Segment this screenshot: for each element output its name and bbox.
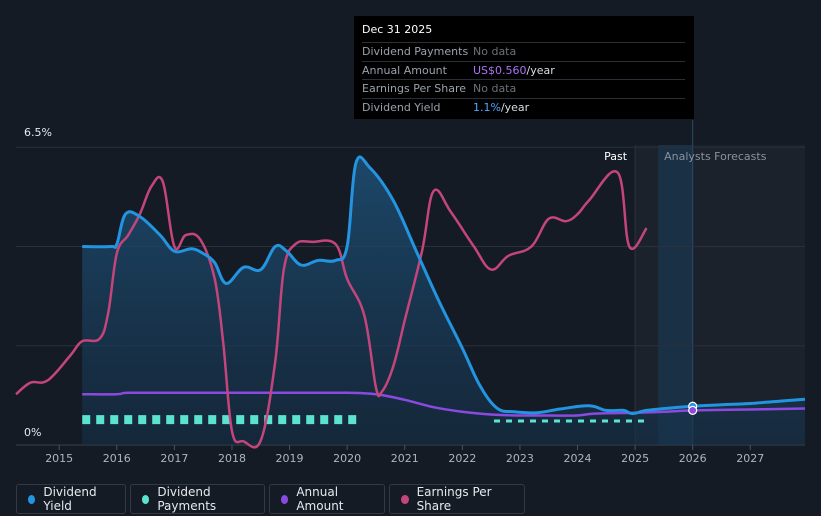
tooltip-label: Dividend Yield bbox=[362, 100, 441, 114]
highlight-region bbox=[658, 145, 693, 445]
tooltip-row-dividend-yield: Dividend Yield 1.1%/year bbox=[362, 97, 685, 117]
y-min-label: 0% bbox=[24, 426, 41, 439]
x-tick-label: 2025 bbox=[621, 452, 649, 465]
y-max-label: 6.5% bbox=[24, 126, 52, 139]
legend-label: Annual Amount bbox=[296, 485, 344, 513]
annual-amount-dot-icon bbox=[281, 494, 289, 504]
dividend-payments-dot-icon bbox=[142, 494, 150, 504]
annual-amount-line bbox=[82, 391, 806, 417]
tooltip-unit: /year bbox=[500, 100, 530, 114]
tooltip: Dec 31 2025 Dividend Payments No data An… bbox=[354, 16, 694, 119]
tooltip-label: Annual Amount bbox=[362, 63, 447, 77]
x-tick-label: 2016 bbox=[103, 452, 131, 465]
legend-dividend-payments[interactable]: Dividend Payments bbox=[130, 484, 265, 514]
dividend-yield-dot-icon bbox=[28, 494, 36, 504]
x-tick-label: 2018 bbox=[218, 452, 246, 465]
earnings-per-share-dot-icon bbox=[401, 494, 409, 504]
legend-label: Dividend Yield bbox=[43, 485, 97, 513]
tooltip-label: Dividend Payments bbox=[362, 45, 469, 58]
x-tick-label: 2017 bbox=[160, 452, 188, 465]
tooltip-value: US$0.560 bbox=[473, 63, 527, 77]
x-tick-label: 2027 bbox=[736, 452, 764, 465]
x-tick-label: 2022 bbox=[448, 452, 476, 465]
tooltip-label: Earnings Per Share bbox=[362, 82, 467, 95]
x-tick-label: 2015 bbox=[45, 452, 73, 465]
legend-earnings-per-share[interactable]: Earnings Per Share bbox=[389, 484, 525, 514]
tooltip-row-annual-amount: Annual Amount US$0.560/year bbox=[362, 60, 685, 80]
x-tick-label: 2020 bbox=[333, 452, 361, 465]
tooltip-value: 1.1% bbox=[473, 100, 501, 114]
past-label: Past bbox=[604, 150, 628, 163]
annual-amount-marker bbox=[688, 405, 698, 415]
legend-label: Dividend Payments bbox=[157, 485, 217, 513]
tooltip-value: No data bbox=[473, 82, 517, 95]
legend-annual-amount[interactable]: Annual Amount bbox=[269, 484, 385, 514]
legend: Dividend Yield Dividend Payments Annual … bbox=[16, 484, 525, 514]
dividend-yield-line bbox=[82, 155, 806, 416]
x-tick-label: 2026 bbox=[679, 452, 707, 465]
x-tick-label: 2023 bbox=[506, 452, 534, 465]
x-tick-label: 2024 bbox=[564, 452, 592, 465]
tooltip-date: Dec 31 2025 bbox=[362, 23, 433, 36]
tooltip-row-dividend-payments: Dividend Payments No data bbox=[362, 42, 685, 61]
forecast-label: Analysts Forecasts bbox=[664, 150, 767, 163]
tooltip-row-earnings-per-share: Earnings Per Share No data bbox=[362, 79, 685, 98]
earnings-per-share-line bbox=[15, 169, 648, 449]
dividend-yield-area bbox=[82, 156, 805, 446]
x-tick-label: 2019 bbox=[276, 452, 304, 465]
tooltip-unit: /year bbox=[526, 63, 555, 77]
tooltip-value: No data bbox=[473, 45, 517, 58]
legend-label: Earnings Per Share bbox=[416, 485, 492, 513]
x-tick-label: 2021 bbox=[391, 452, 419, 465]
legend-dividend-yield[interactable]: Dividend Yield bbox=[16, 484, 126, 514]
